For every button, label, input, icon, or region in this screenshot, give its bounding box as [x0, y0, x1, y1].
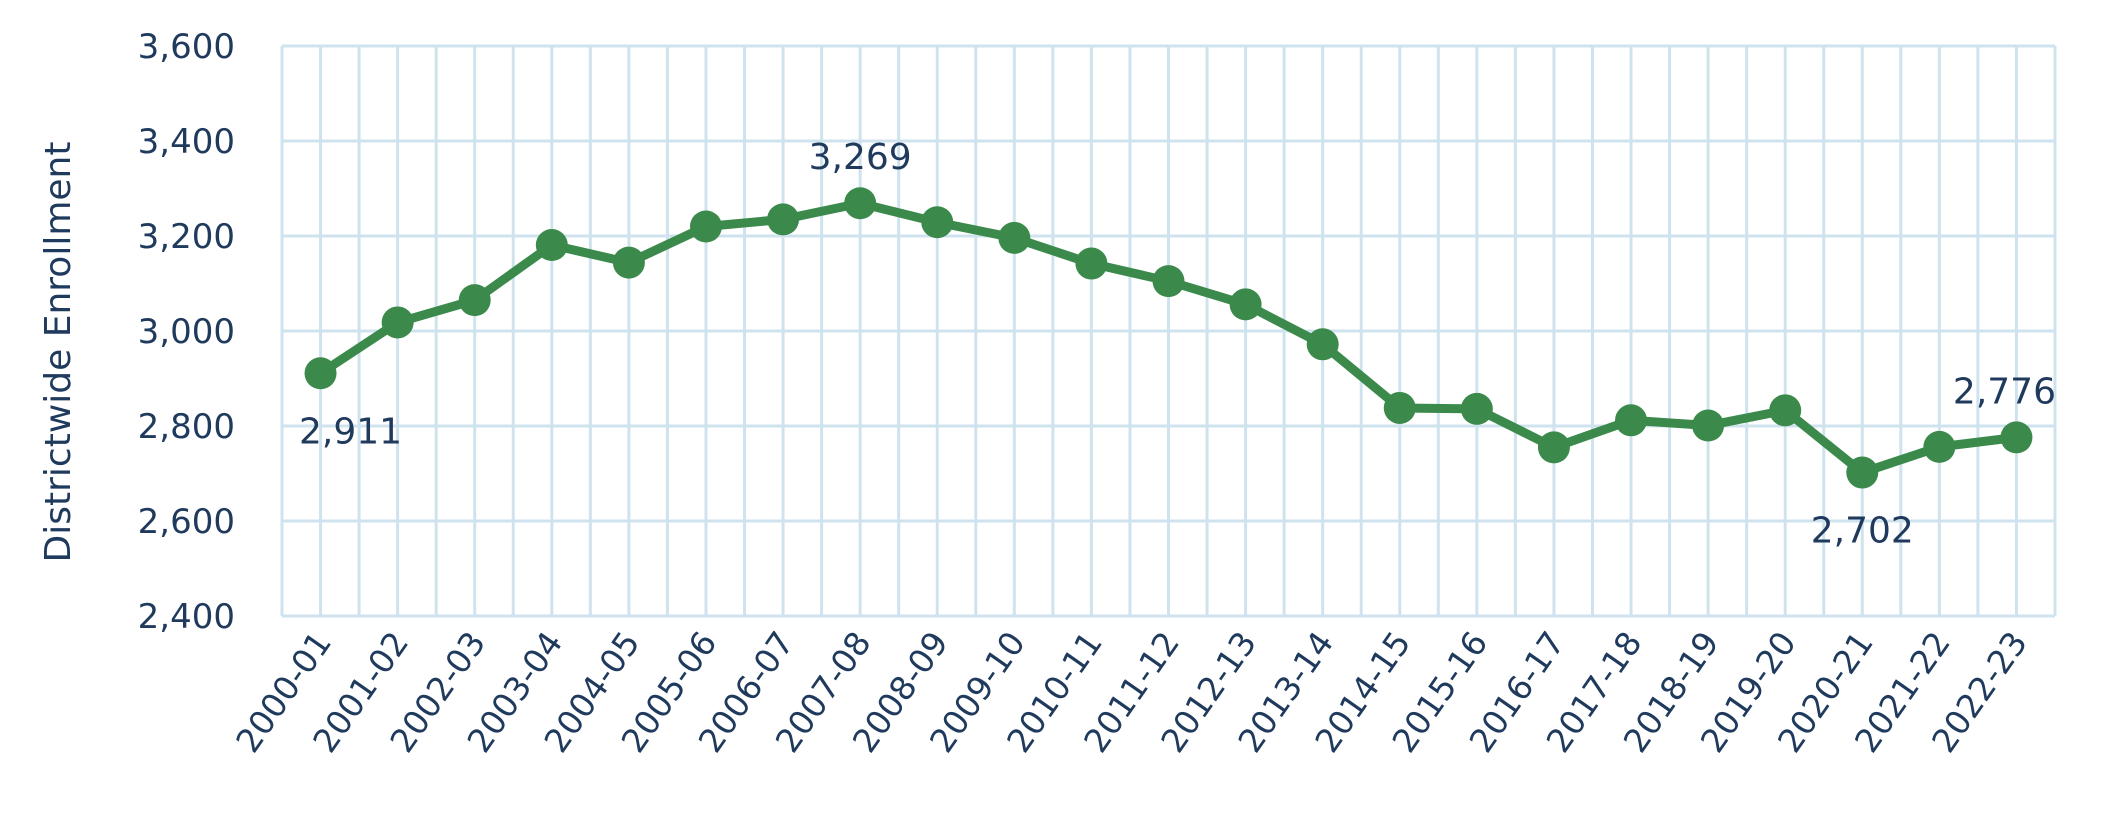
data-point — [1229, 288, 1262, 321]
data-point — [2000, 421, 2033, 454]
data-point — [535, 229, 568, 262]
data-labels: 2,911 3,269 2,702 2,776 — [299, 137, 2056, 551]
data-point — [1460, 392, 1493, 425]
data-point — [381, 306, 414, 339]
data-label: 2,776 — [1953, 371, 2056, 412]
series-layer — [304, 187, 2033, 489]
data-point — [1075, 247, 1108, 280]
data-point — [1383, 391, 1416, 424]
data-label: 2,911 — [299, 411, 402, 452]
data-point — [1769, 394, 1802, 427]
data-point — [1692, 409, 1725, 442]
y-tick-label: 3,000 — [138, 312, 235, 352]
data-point — [689, 210, 722, 243]
grid-layer — [280, 44, 2057, 618]
y-tick-label: 3,400 — [138, 122, 235, 162]
data-point — [921, 206, 954, 239]
y-tick-label: 3,200 — [138, 217, 235, 257]
data-point — [998, 221, 1031, 254]
data-point — [612, 246, 645, 279]
data-point — [458, 284, 491, 317]
data-point — [844, 187, 877, 220]
x-tick-labels: 2000-012001-022002-032003-042004-052005-… — [228, 624, 2035, 759]
y-tick-labels: 2,400 2,600 2,800 3,000 3,200 3,400 3,600 — [138, 27, 235, 637]
y-tick-label: 2,400 — [138, 597, 235, 637]
data-point — [1152, 265, 1185, 298]
y-tick-label: 2,800 — [138, 407, 235, 447]
y-axis-title: Districtwide Enrollment — [38, 142, 79, 563]
data-point — [1537, 431, 1570, 464]
data-point — [1923, 430, 1956, 463]
data-point — [1306, 328, 1339, 361]
data-point — [304, 357, 337, 390]
y-tick-label: 3,600 — [138, 27, 235, 67]
data-point — [1846, 456, 1879, 489]
data-label: 3,269 — [809, 137, 912, 178]
data-point — [767, 203, 800, 236]
data-point — [1615, 404, 1648, 437]
data-label: 2,702 — [1811, 511, 1914, 552]
y-tick-label: 2,600 — [138, 502, 235, 542]
